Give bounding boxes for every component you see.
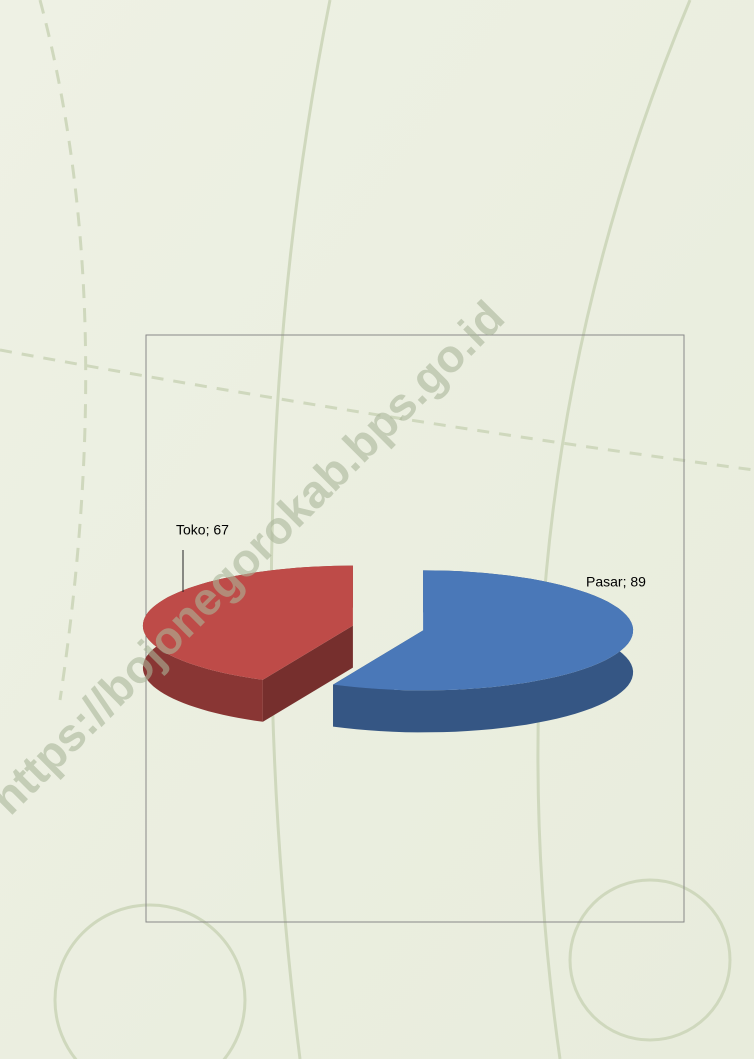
slice-side — [262, 625, 353, 722]
data-label: Pasar; 89 — [586, 574, 646, 590]
slice — [142, 565, 353, 680]
slice — [333, 570, 634, 691]
pie — [142, 565, 634, 733]
data-label: Toko; 67 — [176, 522, 229, 538]
